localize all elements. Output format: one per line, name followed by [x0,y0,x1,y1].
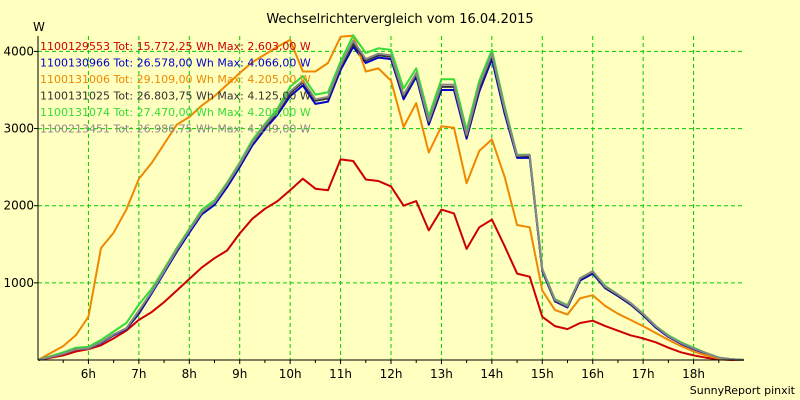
tick-layer: 6h 7h 8h 9h 10h 11h 12h 13h 14h 15h 16h 17h 18h 1000 2… [3,44,720,381]
y-tick-label: 2000 [3,199,34,213]
y-tick-label: 3000 [3,122,34,136]
legend-entry-1100131074: 1100131074 Tot: 27.470,00 Wh Max: 4.209,… [40,106,311,119]
y-tick-label: 1000 [3,276,34,290]
y-tick-label: 4000 [3,44,34,58]
legend-entry-1100131006: 1100131006 Tot: 29.109,00 Wh Max: 4.205,… [40,73,311,86]
y-axis-unit-label: W [33,20,45,34]
x-tick-label: 16h [581,367,604,381]
x-tick-label: 15h [531,367,554,381]
series-line-1100131006 [37,34,745,361]
legend-entry-1100213451: 1100213451 Tot: 26.986,75 Wh Max: 4.149,… [40,123,311,136]
x-tick-label: 13h [430,367,453,381]
x-tick-label: 12h [380,367,403,381]
x-tick-label: 6h [81,367,96,381]
x-tick-label: 18h [682,367,705,381]
series-line-1100213451 [37,39,745,361]
legend-entry-1100129553: 1100129553 Tot: 15.772,25 Wh Max: 2.603,… [40,40,311,53]
x-tick-label: 10h [279,367,302,381]
x-tick-label: 17h [632,367,655,381]
x-tick-label: 9h [232,367,247,381]
series-line-1100129553 [37,158,744,361]
footer-credit: SunnyReport pinxit [690,384,796,397]
x-tick-label: 8h [182,367,197,381]
chart-title: Wechselrichtervergleich vom 16.04.2015 [266,12,533,27]
x-tick-label: 14h [480,367,503,381]
x-tick-label: 7h [131,367,146,381]
legend-entry-1100130966: 1100130966 Tot: 26.578,00 Wh Max: 4.066,… [40,57,311,70]
legend-entry-1100131025: 1100131025 Tot: 26.803,75 Wh Max: 4.125,… [40,90,311,103]
x-tick-label: 11h [329,367,352,381]
legend: 1100129553 Tot: 15.772,25 Wh Max: 2.603,… [40,40,311,136]
series-layer [37,34,745,361]
